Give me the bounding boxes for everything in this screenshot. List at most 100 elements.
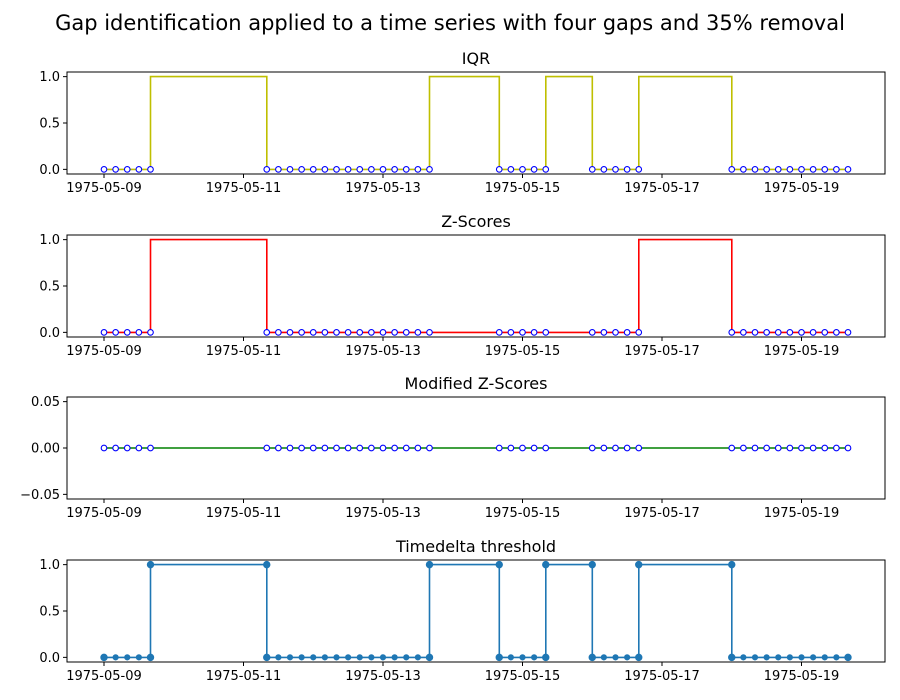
sample-marker <box>600 444 608 452</box>
sample-marker <box>414 444 422 452</box>
sample-marker <box>600 654 607 661</box>
sample-marker <box>275 166 282 173</box>
sample-marker <box>333 444 340 452</box>
figure-title: Gap identification applied to a time ser… <box>55 11 845 35</box>
sample-marker <box>414 329 422 336</box>
sample-marker <box>356 654 363 661</box>
sample-marker <box>263 166 271 173</box>
sample-marker <box>821 166 829 173</box>
panel-2: Z-Scores 0.0 0.5 1.0 1975-05-09 1975-05-11 197… <box>39 212 886 359</box>
sample-marker <box>391 166 398 173</box>
sample-marker <box>368 444 375 452</box>
sample-marker <box>810 654 817 661</box>
sample-marker <box>821 654 828 661</box>
sample-marker <box>751 166 759 173</box>
boundary-marker <box>635 653 643 662</box>
sample-marker <box>263 444 271 452</box>
sample-marker <box>402 444 410 452</box>
sample-marker <box>833 166 840 173</box>
sample-marker <box>519 654 526 661</box>
sample-marker <box>519 444 526 452</box>
x-tick-label: 1975-05-09 <box>66 181 142 196</box>
sample-marker <box>833 329 840 336</box>
y-tick-label: 0.5 <box>39 117 60 132</box>
boundary-marker <box>728 653 736 662</box>
sample-marker <box>844 444 852 452</box>
sample-marker <box>495 444 503 452</box>
x-tick-label: 1975-05-09 <box>66 506 142 521</box>
gap-marker <box>425 560 434 569</box>
x-tick-label: 1975-05-17 <box>624 181 700 196</box>
sample-marker <box>309 166 317 173</box>
boundary-marker <box>263 653 271 662</box>
sample-marker <box>507 444 515 452</box>
sample-marker <box>728 329 736 336</box>
sample-marker <box>844 166 852 173</box>
sample-marker <box>809 329 817 336</box>
x-tick-label: 1975-05-13 <box>345 344 421 359</box>
sample-marker <box>147 166 154 173</box>
y-tick-label: 0.05 <box>31 395 60 410</box>
axes-frame <box>66 234 886 338</box>
sample-marker <box>100 444 108 452</box>
sample-marker <box>321 329 329 336</box>
sample-marker <box>286 329 294 336</box>
sample-marker <box>368 329 375 336</box>
sample-marker <box>600 166 608 173</box>
y-tick-label: 0.00 <box>31 442 60 457</box>
sample-marker <box>286 166 294 173</box>
sample-marker <box>321 654 328 661</box>
sample-marker <box>542 444 550 452</box>
y-tick-label: 0.5 <box>39 605 60 620</box>
y-tick-label: 0.0 <box>39 651 60 666</box>
sample-marker <box>123 444 131 452</box>
x-tick-label: 1975-05-19 <box>764 506 840 521</box>
y-tick-label: 0.0 <box>39 163 60 178</box>
sample-marker <box>379 166 387 173</box>
x-tick-label: 1975-05-15 <box>485 181 561 196</box>
sample-marker <box>833 654 840 661</box>
axes-frame <box>66 71 886 175</box>
sample-marker <box>600 329 608 336</box>
sample-marker <box>798 166 805 173</box>
sample-marker <box>530 166 538 173</box>
sample-marker <box>426 444 433 452</box>
sample-marker <box>507 329 515 336</box>
panel-title: Timedelta threshold <box>395 537 556 556</box>
boundary-marker <box>542 653 550 662</box>
sample-marker <box>100 329 108 336</box>
x-tick-label: 1975-05-17 <box>624 669 700 684</box>
boundary-marker <box>146 653 155 662</box>
sample-marker <box>542 329 550 336</box>
x-tick-label: 1975-05-13 <box>345 506 421 521</box>
x-tick-label: 1975-05-11 <box>206 506 282 521</box>
axes-frame <box>66 559 886 663</box>
gap-marker <box>263 560 271 569</box>
sample-marker <box>612 166 619 173</box>
sample-marker <box>321 166 329 173</box>
series-line <box>104 563 848 659</box>
sample-marker <box>635 166 643 173</box>
sample-marker <box>379 654 387 661</box>
sample-marker <box>763 329 770 336</box>
x-tick-label: 1975-05-11 <box>206 344 282 359</box>
sample-marker <box>740 444 747 452</box>
sample-marker <box>728 444 736 452</box>
sample-marker <box>403 654 410 661</box>
sample-marker <box>275 329 282 336</box>
sample-marker <box>123 329 131 336</box>
sample-marker <box>391 329 398 336</box>
panel-1: IQR 0.0 0.5 1.0 1975-05-09 1975-05-11 1975-05-… <box>39 49 886 196</box>
sample-marker <box>507 654 514 661</box>
sample-marker <box>844 329 852 336</box>
sample-marker <box>275 654 282 661</box>
sample-marker <box>275 444 282 452</box>
x-tick-label: 1975-05-15 <box>485 669 561 684</box>
sample-marker <box>310 654 317 661</box>
sample-marker <box>123 166 131 173</box>
sample-marker <box>495 329 503 336</box>
sample-marker <box>356 166 364 173</box>
x-tick-label: 1975-05-15 <box>485 344 561 359</box>
sample-marker <box>763 444 770 452</box>
